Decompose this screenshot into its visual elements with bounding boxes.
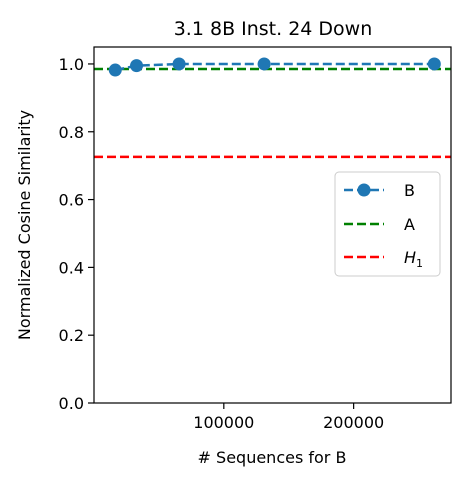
y-tick-label: 0.8: [59, 123, 84, 142]
axes: 0.0 0.2 0.4 0.6 0.8 1.0 100000 200000: [59, 55, 385, 432]
series-b-point: [130, 59, 144, 73]
legend-marker-b: [357, 183, 371, 197]
y-axis-label: Normalized Cosine Similarity: [15, 110, 34, 340]
legend-label-a: A: [404, 215, 415, 234]
y-tick-label: 0.4: [59, 258, 84, 277]
legend-label-h1-subscript: 1: [416, 257, 423, 270]
y-tick-label: 0.6: [59, 191, 84, 210]
legend-label-h1-name: H: [404, 248, 416, 267]
x-tick-label: 100000: [193, 413, 254, 432]
legend: B A H1: [334, 171, 441, 277]
x-axis-label: # Sequences for B: [198, 448, 347, 467]
chart-title: 3.1 8B Inst. 24 Down: [174, 18, 373, 40]
legend-box: [334, 171, 441, 277]
y-tick-label: 0.2: [59, 326, 84, 345]
series-b-point: [427, 57, 441, 71]
legend-label-b: B: [404, 181, 415, 200]
series-b-point: [172, 57, 186, 71]
y-tick-label: 0.0: [59, 394, 84, 413]
plot-frame: [93, 46, 452, 404]
series-b-point: [257, 57, 271, 71]
plot-area: [94, 57, 451, 159]
legend-label-h1: H1: [404, 248, 423, 270]
y-tick-label: 1.0: [59, 55, 84, 74]
series-b-line: [115, 62, 435, 72]
series-b-point: [108, 63, 122, 77]
x-tick-label: 200000: [323, 413, 384, 432]
